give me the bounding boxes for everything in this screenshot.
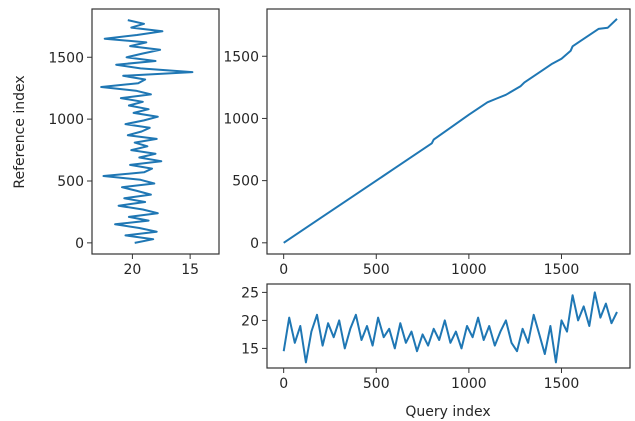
main-ytick-label: 0 (250, 236, 259, 252)
bottom-ytick-label: 20 (241, 313, 259, 329)
bottom-axes-frame (266, 283, 631, 369)
left-xtick-label: 15 (181, 262, 199, 278)
left-ylabel: Reference index (12, 75, 28, 188)
bottom-plot-area (282, 291, 618, 364)
bottom-panel: 0 500 1000 1500 15 20 25 Query index (241, 283, 631, 420)
bottom-xlabel: Query index (405, 404, 490, 420)
left-series-line-0 (100, 19, 194, 244)
main-ytick-label: 1500 (223, 49, 259, 65)
main-ytick-label: 500 (232, 174, 259, 190)
main-ytick-label: 1000 (223, 111, 259, 127)
bottom-xtick-label: 0 (279, 376, 288, 392)
main-plot-area (283, 18, 618, 244)
left-ytick-label: 500 (57, 174, 84, 190)
main-series-line-0 (283, 18, 618, 244)
left-axes-frame (91, 8, 220, 255)
bottom-ytick-label: 25 (241, 285, 259, 301)
left-ytick-label: 0 (75, 236, 84, 252)
bottom-series-line-0 (282, 291, 618, 364)
left-ytick-label: 1000 (48, 112, 84, 128)
main-panel: 0 500 1000 1500 0 500 1000 1500 (223, 8, 631, 278)
bottom-xtick-label: 500 (363, 376, 390, 392)
left-panel: 20 15 0 500 1000 1500 Reference index (12, 8, 220, 278)
bottom-ticks: 0 500 1000 1500 15 20 25 (241, 285, 579, 392)
main-xtick-label: 1500 (544, 262, 580, 278)
left-xtick-label: 20 (123, 262, 141, 278)
left-ytick-label: 1500 (48, 50, 84, 66)
main-axes-frame (266, 8, 631, 255)
bottom-xtick-label: 1000 (451, 376, 487, 392)
main-ticks: 0 500 1000 1500 0 500 1000 1500 (223, 49, 579, 278)
left-ticks: 20 15 0 500 1000 1500 (48, 50, 199, 278)
bottom-xtick-label: 1500 (544, 376, 580, 392)
main-xtick-label: 500 (363, 262, 390, 278)
main-xtick-label: 1000 (451, 262, 487, 278)
left-plot-area (100, 19, 194, 244)
bottom-ytick-label: 15 (241, 341, 259, 357)
main-xtick-label: 0 (279, 262, 288, 278)
